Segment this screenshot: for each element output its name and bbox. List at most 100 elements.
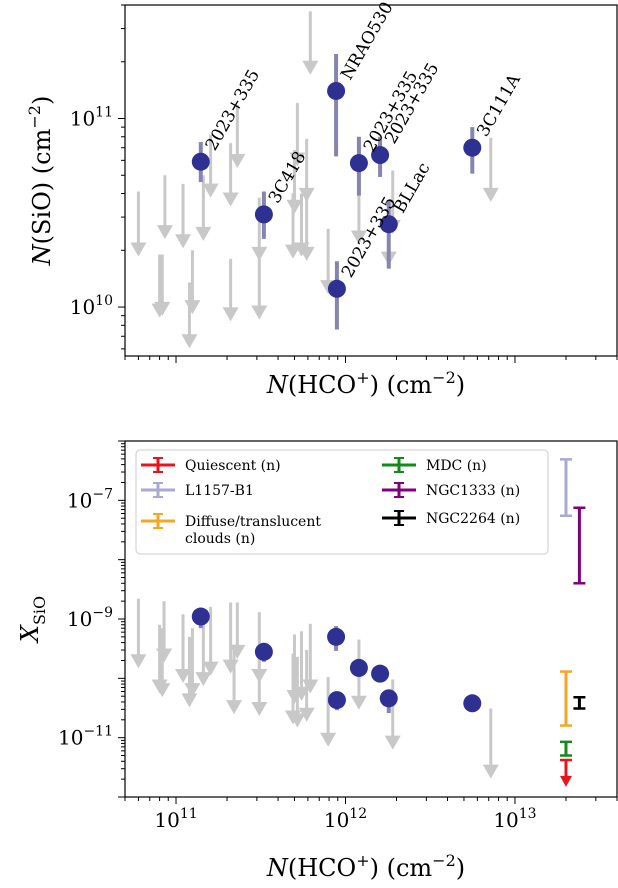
bottom-x-tick-label: 1013 bbox=[493, 806, 536, 832]
top-data-point bbox=[371, 146, 390, 165]
legend-label: Quiescent (n) bbox=[185, 458, 281, 474]
bottom-upper-limit-head bbox=[384, 735, 401, 750]
legend-label-line2: clouds (n) bbox=[185, 531, 255, 547]
bottom-x-axis-label: N(HCO+) (cm−2) bbox=[266, 851, 465, 882]
top-upper-limit-head bbox=[184, 300, 201, 315]
bottom-upper-limit-head bbox=[175, 669, 192, 684]
top-upper-limit-head bbox=[298, 246, 315, 261]
legend-box bbox=[135, 449, 549, 555]
legend-entry: NGC1333 (n) bbox=[382, 482, 520, 499]
top-upper-limit-head bbox=[195, 226, 212, 241]
top-data-point bbox=[327, 279, 346, 298]
legend-entry: NGC2264 (n) bbox=[382, 510, 520, 527]
top-axes-frame bbox=[124, 4, 618, 357]
top-upper-limit-head bbox=[156, 225, 173, 240]
bottom-upper-limit-head bbox=[222, 659, 239, 674]
top-y-axis-label: N(SiO) (cm−2) bbox=[25, 96, 56, 267]
bottom-upper-limit-head bbox=[156, 648, 173, 663]
top-upper-limit-head bbox=[175, 234, 192, 249]
bottom-data-point bbox=[379, 689, 398, 708]
bottom-x-tick-label: 1011 bbox=[154, 806, 197, 832]
legend-label: MDC (n) bbox=[426, 458, 487, 474]
bottom-detections bbox=[191, 607, 482, 714]
bottom-ticks bbox=[118, 440, 618, 804]
bottom-data-point bbox=[327, 627, 346, 646]
bottom-panel: 10−11 10−9 10−7 1011 1012 1013 N(HCO+) (cm−2) X… bbox=[16, 440, 618, 882]
bottom-data-point bbox=[254, 642, 273, 661]
top-upper-limit-head bbox=[222, 307, 239, 322]
source-label: 3C111A bbox=[473, 70, 525, 140]
source-label: 2023+335 bbox=[202, 66, 264, 154]
reference-ranges bbox=[559, 458, 586, 787]
legend-entry: MDC (n) bbox=[382, 457, 487, 474]
bottom-upper-limit-head bbox=[226, 700, 243, 715]
bottom-upper-limit-head bbox=[184, 683, 201, 698]
legend: Quiescent (n) L1157-B1 Diffuse/translucent… bbox=[135, 449, 549, 555]
bottom-y-axis-label: XSiO bbox=[16, 596, 49, 644]
top-y-tick-label: 1011 bbox=[70, 105, 113, 131]
legend-entry: L1157-B1 bbox=[141, 482, 254, 499]
bottom-upper-limit-head bbox=[130, 654, 147, 669]
source-label: BLLac bbox=[390, 159, 435, 216]
bottom-upper-limit-head bbox=[229, 644, 246, 659]
top-data-point bbox=[191, 152, 210, 171]
legend-label: L1157-B1 bbox=[185, 483, 254, 499]
top-data-point bbox=[349, 154, 368, 173]
top-data-point bbox=[379, 215, 398, 234]
top-upper-limit-head bbox=[181, 334, 198, 349]
top-panel: 1010 1011 N(HCO+) (cm−2) N(SiO) (cm−2) 2023+… bbox=[25, 0, 618, 399]
bottom-data-point bbox=[191, 607, 210, 626]
bottom-upper-limit-head bbox=[289, 713, 306, 728]
top-upper-limit-head bbox=[154, 301, 171, 316]
bottom-upper-limit-head bbox=[154, 683, 171, 698]
bottom-upper-limit-head bbox=[195, 672, 212, 687]
top-upper-limit-head bbox=[298, 187, 315, 202]
top-upper-limit-head bbox=[350, 230, 367, 245]
top-detections bbox=[191, 53, 482, 330]
bottom-upper-limit-head bbox=[482, 764, 499, 779]
top-upper-limit-head bbox=[251, 246, 268, 261]
top-y-tick-label: 1010 bbox=[70, 293, 113, 319]
top-upper-limit-head bbox=[251, 305, 268, 320]
bottom-upper-limit-head bbox=[302, 679, 319, 694]
top-data-point bbox=[254, 205, 273, 224]
reference-arrow-head bbox=[559, 775, 572, 787]
top-upper-limit-head bbox=[229, 153, 246, 168]
top-upper-limit-head bbox=[286, 199, 303, 214]
bottom-data-point bbox=[371, 664, 390, 683]
bottom-upper-limit-head bbox=[202, 661, 219, 676]
top-upper-limits bbox=[130, 11, 499, 349]
top-ticks bbox=[118, 4, 618, 363]
bottom-upper-limit-head bbox=[320, 732, 337, 747]
source-label: NRAO530 bbox=[337, 0, 397, 83]
legend-entry: Diffuse/translucent clouds (n) bbox=[141, 513, 321, 547]
top-data-point bbox=[327, 81, 346, 100]
bottom-upper-limits bbox=[130, 598, 499, 779]
top-upper-limit-head bbox=[202, 183, 219, 198]
bottom-upper-limit-head bbox=[181, 693, 198, 708]
legend-label: NGC1333 (n) bbox=[426, 483, 520, 499]
bottom-y-tick-label: 10−7 bbox=[67, 486, 113, 512]
top-upper-limit-head bbox=[289, 152, 306, 167]
source-label: 3C418 bbox=[265, 148, 310, 207]
bottom-data-point bbox=[327, 691, 346, 710]
bottom-upper-limit-head bbox=[251, 702, 268, 717]
top-upper-limit-head bbox=[222, 192, 239, 207]
bottom-x-tick-label: 1012 bbox=[324, 806, 367, 832]
bottom-y-tick-label: 10−11 bbox=[58, 724, 113, 750]
legend-label: NGC2264 (n) bbox=[426, 511, 520, 527]
legend-entry: Quiescent (n) bbox=[141, 457, 281, 474]
bottom-y-tick-label: 10−9 bbox=[67, 605, 113, 631]
top-x-axis-label: N(HCO+) (cm−2) bbox=[266, 368, 465, 399]
bottom-data-point bbox=[349, 658, 368, 677]
top-upper-limit-head bbox=[130, 242, 147, 257]
top-upper-limit-head bbox=[482, 187, 499, 202]
top-data-point bbox=[463, 138, 482, 157]
bottom-upper-limit-head bbox=[298, 707, 315, 722]
top-upper-limit-head bbox=[302, 60, 319, 75]
bottom-upper-limit-head bbox=[251, 669, 268, 684]
bottom-upper-limit-head bbox=[350, 695, 367, 710]
bottom-data-point bbox=[463, 694, 482, 713]
legend-label: Diffuse/translucent bbox=[185, 514, 321, 530]
